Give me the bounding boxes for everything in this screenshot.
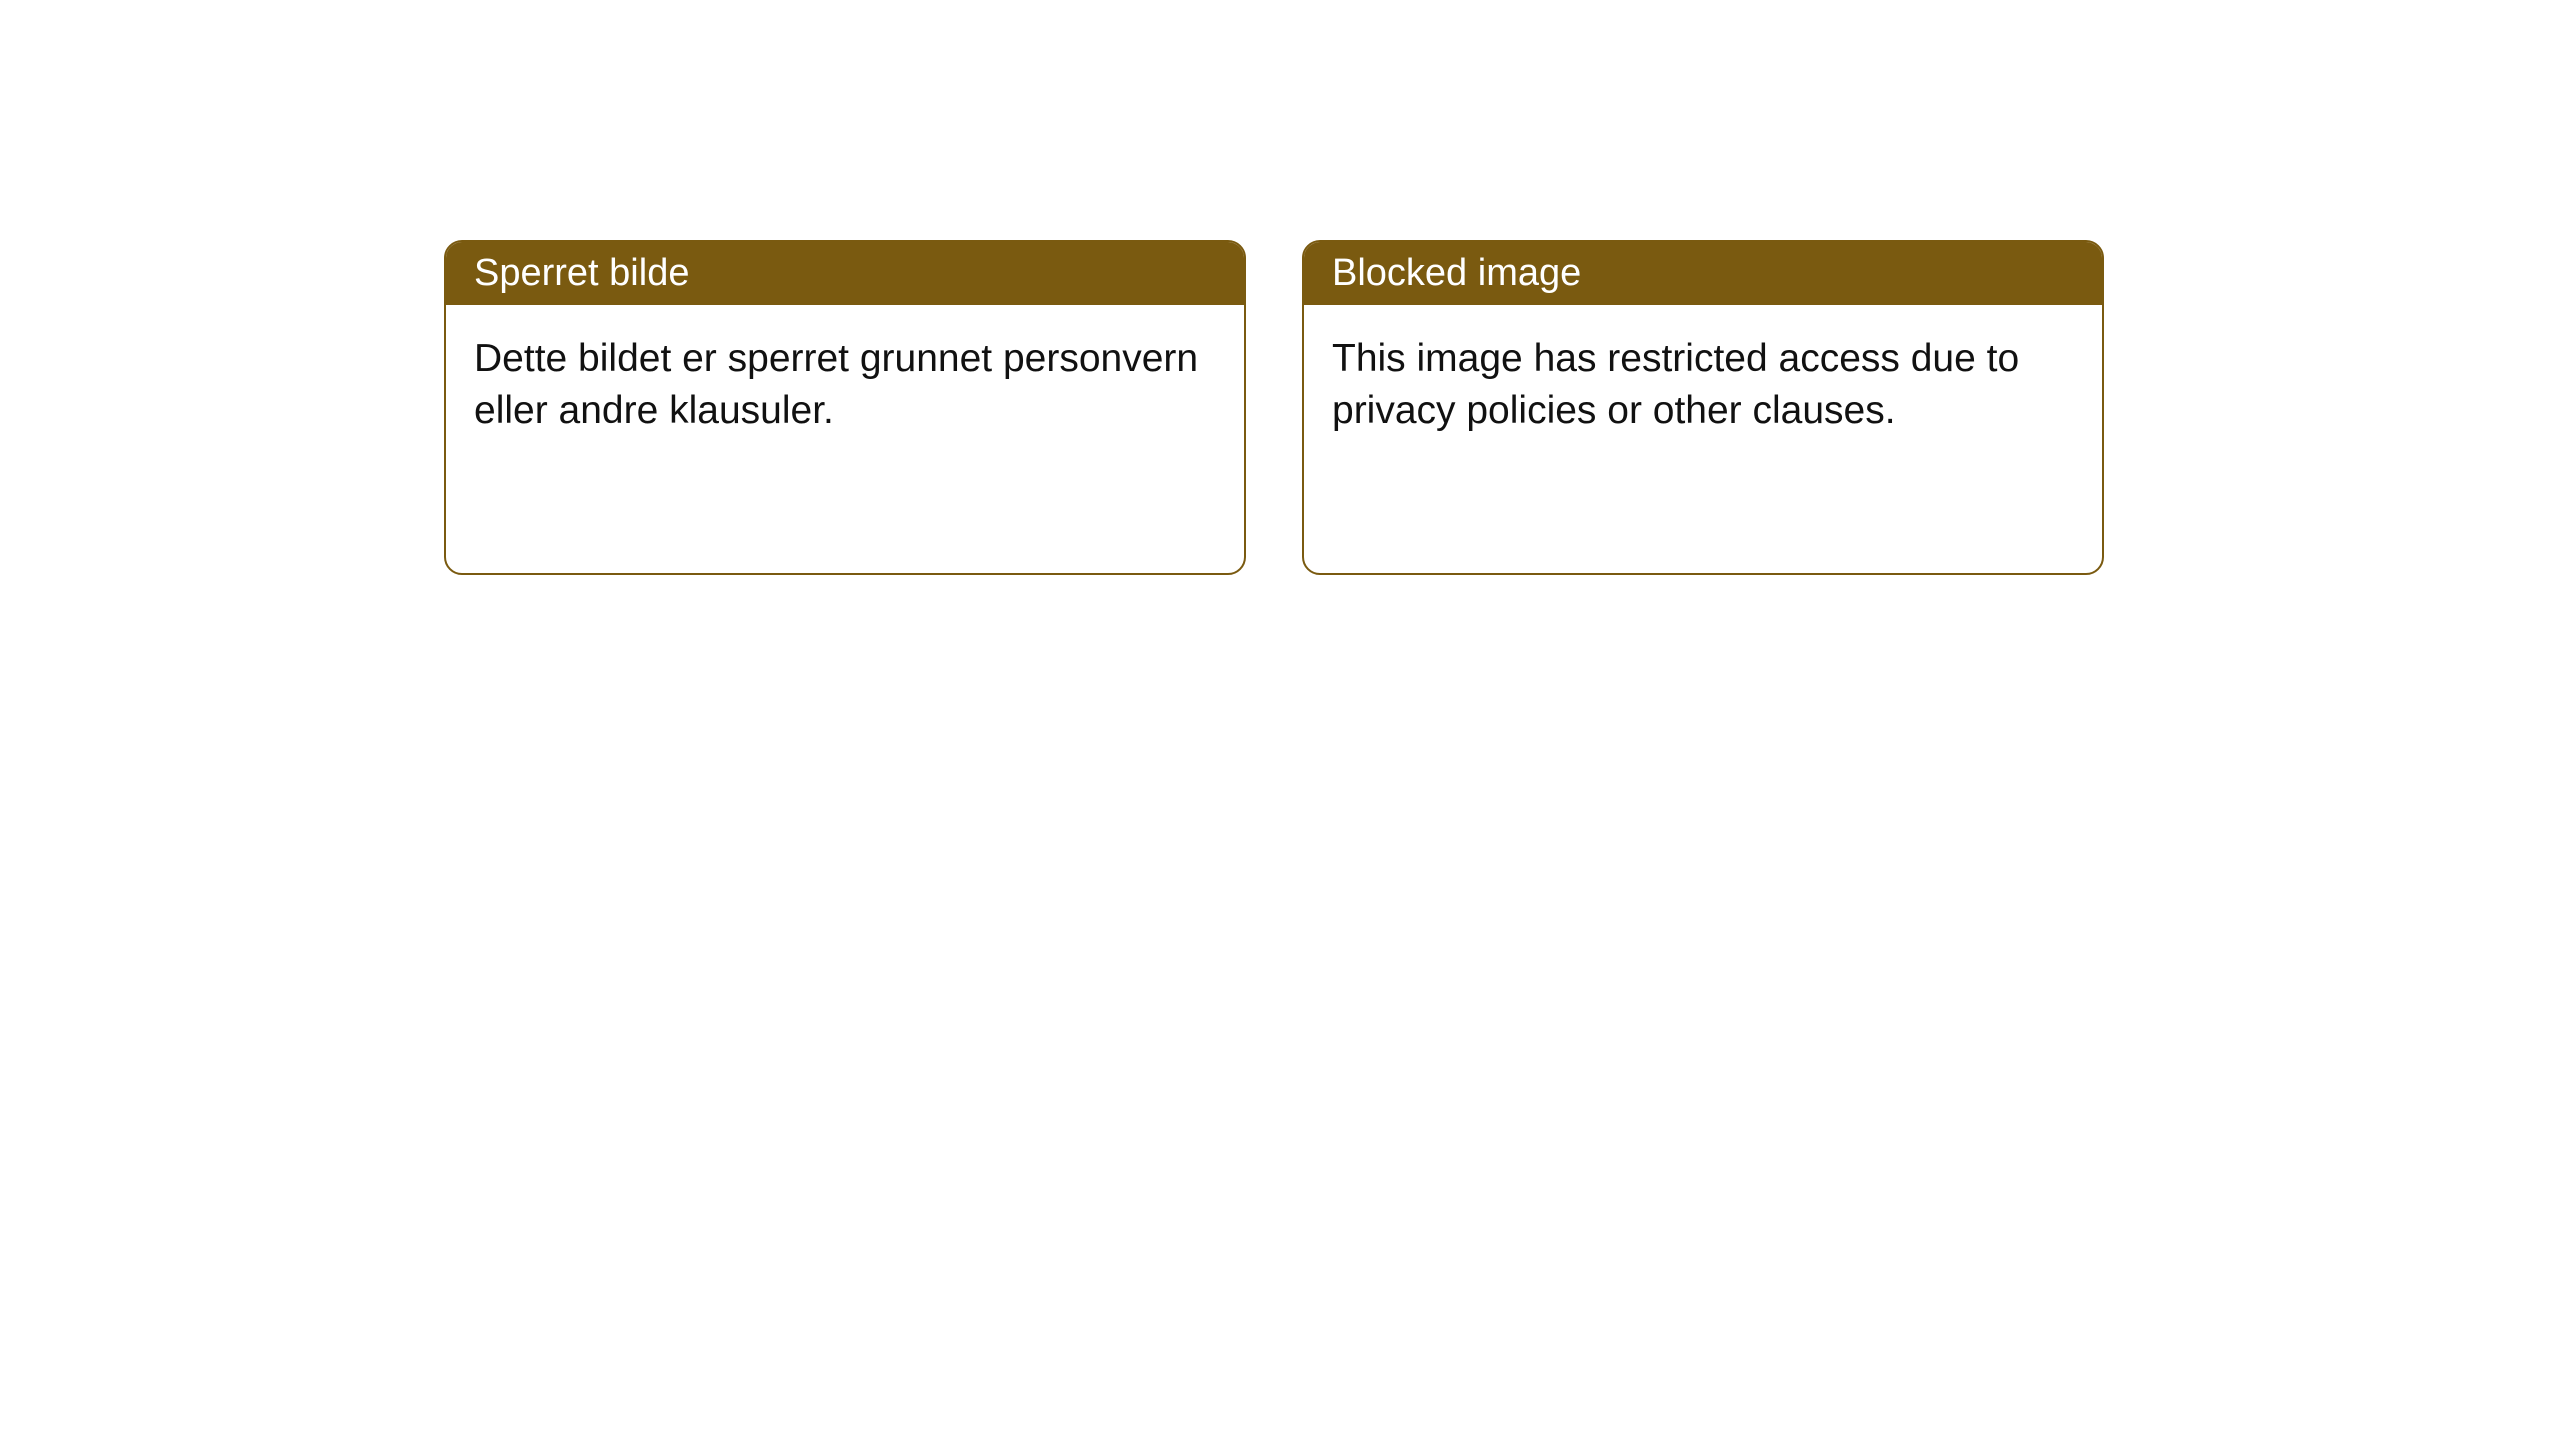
notice-header: Blocked image	[1304, 242, 2102, 305]
notice-body: Dette bildet er sperret grunnet personve…	[446, 305, 1244, 465]
notice-text: This image has restricted access due to …	[1332, 337, 2019, 432]
notice-title: Blocked image	[1332, 252, 1581, 294]
notice-container: Sperret bilde Dette bildet er sperret gr…	[0, 0, 2560, 575]
notice-card-english: Blocked image This image has restricted …	[1302, 240, 2104, 575]
notice-text: Dette bildet er sperret grunnet personve…	[474, 337, 1198, 432]
notice-header: Sperret bilde	[446, 242, 1244, 305]
notice-card-norwegian: Sperret bilde Dette bildet er sperret gr…	[444, 240, 1246, 575]
notice-title: Sperret bilde	[474, 252, 689, 294]
notice-body: This image has restricted access due to …	[1304, 305, 2102, 465]
